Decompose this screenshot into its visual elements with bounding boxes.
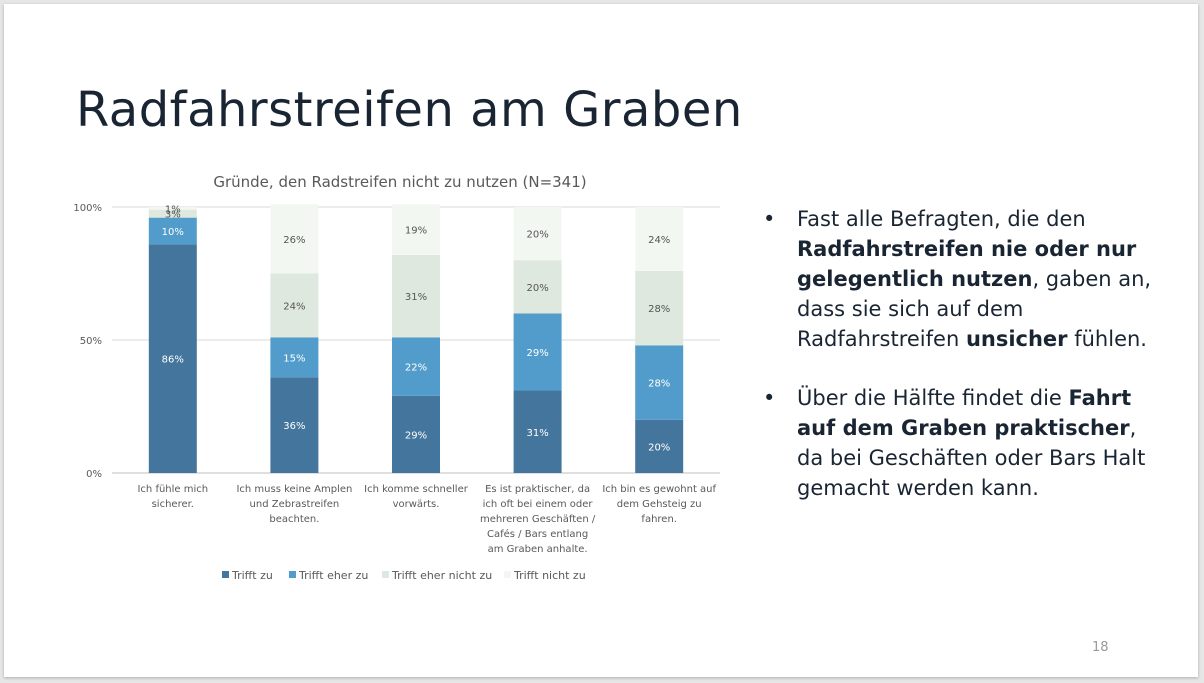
data-label: 28% [648, 379, 670, 390]
data-label: 31% [526, 428, 548, 439]
bar-segment [635, 270, 684, 346]
bullet-item: Über die Hälfte findet die Fahrt auf dem… [761, 383, 1161, 503]
bullet-list: Fast alle Befragten, die den Radfahrstre… [761, 204, 1161, 532]
x-category-label-line: vorwärts. [393, 499, 440, 510]
y-tick-label: 100% [73, 203, 102, 214]
chart-title: Gründe, den Radstreifen nicht zu nutzen … [213, 173, 586, 191]
x-category-label: Ich bin es gewohnt auf dem Gehsteig zu fah… [602, 484, 716, 525]
data-label: 19% [405, 226, 427, 237]
x-category-label: Ich muss keine Amplen und Zebrastreifen be… [236, 484, 352, 525]
data-label: 20% [526, 283, 548, 294]
x-category-label-line: mehreren Geschäften / [480, 514, 596, 525]
bar-segment [270, 337, 319, 378]
data-label: 26% [283, 235, 305, 246]
stacked-bar-chart: Gründe, den Radstreifen nicht zu nutzen … [73, 173, 720, 582]
data-label: 20% [648, 442, 670, 453]
data-label: 20% [526, 230, 548, 241]
bar-segment [513, 207, 562, 261]
legend-label: Trifft nicht zu [513, 569, 586, 582]
x-category-label-line: Cafés / Bars entlang [487, 528, 588, 540]
bar-segment [270, 273, 319, 338]
x-category-label: Es ist praktischer, da ich oft bei einem … [480, 484, 596, 555]
data-label: 22% [405, 363, 427, 374]
page-number: 18 [1092, 640, 1109, 655]
x-category-label-line: ich oft bei einem oder [483, 499, 594, 510]
x-category-label: Ich fühle mich sicherer. [137, 484, 208, 510]
slide: Radfahrstreifen am Graben Gründe, den Ra… [4, 4, 1198, 677]
x-category-label-line: am Graben anhalte. [488, 544, 588, 555]
legend-swatch [504, 571, 511, 578]
bullet-item: Fast alle Befragten, die den Radfahrstre… [761, 204, 1161, 354]
bar-segment [270, 204, 319, 274]
x-category-label-line: dem Gehsteig zu [617, 499, 702, 510]
data-label: 15% [283, 353, 305, 364]
legend-label: Trifft zu [231, 569, 273, 582]
data-label: 24% [648, 235, 670, 246]
bar-segment [270, 377, 319, 473]
bar-segment [392, 204, 440, 255]
bar-segment [513, 390, 562, 473]
bar-segment [513, 313, 562, 391]
bar-segment [635, 345, 684, 420]
data-label: 3% [165, 210, 181, 221]
legend-label: Trifft eher nicht zu [391, 569, 492, 582]
data-label: 86% [162, 355, 184, 366]
data-label: 31% [405, 292, 427, 303]
data-label: 29% [526, 348, 548, 359]
bullet-text: , da bei Geschäften oder Bars Halt gemac… [797, 416, 1146, 500]
bullet-text: Über die Hälfte findet die [797, 386, 1069, 410]
bullet-emphasis: Radfahrstreifen nie oder nur gelegentlic… [797, 237, 1137, 291]
bar-segment [635, 207, 684, 271]
bar-segment [392, 254, 440, 338]
bar-segment [148, 244, 197, 473]
bar-segment [513, 260, 562, 314]
bullet-emphasis: Fahrt auf dem Graben praktischer [797, 386, 1132, 440]
x-category-label-line: Es ist praktischer, da [485, 484, 590, 495]
x-category-label-line: Ich komme schneller [364, 484, 469, 495]
legend-label: Trifft eher zu [298, 569, 368, 582]
data-label: 24% [283, 301, 305, 312]
x-category-label-line: Ich fühle mich [137, 484, 208, 495]
bar-segment [392, 395, 440, 473]
bullet-emphasis: unsicher [965, 327, 1068, 351]
x-category-label-line: Ich muss keine Amplen [236, 484, 352, 495]
legend-swatch [222, 571, 229, 578]
x-category-label-line: sicherer. [152, 499, 194, 510]
x-category-label-line: Ich bin es gewohnt auf [602, 484, 716, 495]
legend-swatch [289, 571, 296, 578]
bar-segment [392, 337, 440, 396]
bullet-text: fühlen. [1067, 327, 1147, 351]
bar-segment [148, 217, 197, 245]
x-category-label-line: fahren. [641, 514, 677, 525]
y-tick-label: 0% [86, 469, 102, 480]
y-tick-label: 50% [80, 336, 102, 347]
bar-segment [635, 419, 684, 473]
x-category-label-line: und Zebrastreifen [250, 499, 340, 510]
data-label: 10% [162, 227, 184, 238]
data-label: 1% [165, 204, 181, 215]
data-label: 29% [405, 430, 427, 441]
x-category-label-line: beachten. [269, 514, 319, 525]
bar-segment [148, 209, 197, 218]
bullet-text: , gaben an, dass sie sich auf dem Radfah… [797, 267, 1152, 351]
bar-segment [148, 207, 197, 210]
legend-swatch [382, 571, 389, 578]
slide-title: Radfahrstreifen am Graben [76, 82, 743, 138]
bullet-text: Fast alle Befragten, die den [797, 207, 1086, 231]
data-label: 28% [648, 304, 670, 315]
data-label: 36% [283, 421, 305, 432]
x-category-label: Ich komme schneller vorwärts. [364, 484, 469, 510]
